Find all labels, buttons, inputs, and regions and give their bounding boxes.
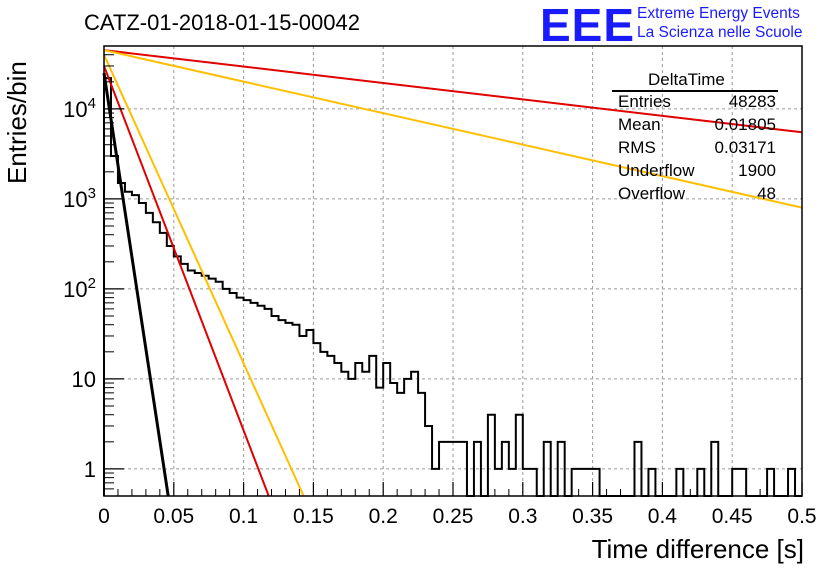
stats-box: DeltaTime Entries 48283 Mean 0.01805 RMS… — [612, 70, 780, 208]
y-tick-label: 10 — [72, 367, 96, 392]
logo-letters: EEE — [540, 0, 636, 51]
stats-divider — [612, 90, 778, 92]
y-tick-label: 103 — [63, 185, 96, 212]
fit-line-5 — [103, 49, 803, 209]
x-tick-label: 0.05 — [153, 505, 194, 528]
x-tick-label: 0.4 — [648, 505, 678, 528]
x-tick-label: 0.1 — [229, 505, 258, 528]
y-tick-label: 102 — [63, 275, 96, 302]
stats-value: 0.01805 — [714, 115, 776, 134]
fit-line-4 — [103, 49, 803, 134]
stats-title: DeltaTime — [648, 70, 725, 89]
fit-line-3 — [103, 54, 305, 497]
x-axis: 0 0.05 0.1 0.15 0.2 0.25 0.3 0.35 0.4 0.45 0.5 — [98, 482, 817, 528]
logo-line-2: La Scienza nelle Scuole — [637, 24, 803, 41]
stats-key: Entries — [618, 92, 671, 111]
x-tick-label: 0.3 — [508, 505, 537, 528]
y-axis: 1 10 102 103 104 — [63, 45, 124, 497]
stats-row-underflow: Underflow 1900 — [618, 161, 776, 183]
stats-value: 48 — [757, 184, 776, 203]
stats-value: 0.03171 — [714, 138, 776, 157]
fit-line-1 — [102, 72, 170, 497]
stats-row-mean: Mean 0.01805 — [618, 115, 776, 137]
x-tick-label: 0.35 — [572, 505, 613, 528]
fit-line-2 — [103, 65, 270, 497]
x-tick-label: 0 — [98, 505, 110, 528]
logo-line-1: Extreme Energy Events — [637, 5, 800, 22]
stats-value: 48283 — [728, 92, 776, 111]
stats-row-rms: RMS 0.03171 — [618, 138, 776, 160]
stats-key: RMS — [618, 138, 656, 157]
eee-logo: EEE Extreme Energy Events La Scienza nel… — [540, 0, 830, 51]
chart-title: CATZ-01-2018-01-15-00042 — [84, 10, 360, 35]
fit-lines — [102, 49, 803, 497]
stats-row-overflow: Overflow 48 — [618, 184, 776, 206]
y-tick-label: 104 — [63, 95, 96, 122]
stats-key: Mean — [618, 115, 661, 134]
x-axis-label: Time difference [s] — [591, 534, 804, 564]
x-tick-label: 0.2 — [369, 505, 398, 528]
x-tick-label: 0.5 — [787, 505, 816, 528]
y-tick-label: 1 — [84, 457, 96, 482]
grid — [104, 46, 802, 496]
x-tick-label: 0.15 — [293, 505, 334, 528]
stats-key: Overflow — [618, 184, 686, 203]
stats-value: 1900 — [738, 161, 776, 180]
y-axis-label: Entries/bin — [2, 61, 32, 184]
x-tick-label: 0.25 — [433, 505, 474, 528]
stats-key: Underflow — [618, 161, 695, 180]
stats-row-entries: Entries 48283 — [618, 92, 776, 114]
x-tick-label: 0.45 — [712, 505, 753, 528]
